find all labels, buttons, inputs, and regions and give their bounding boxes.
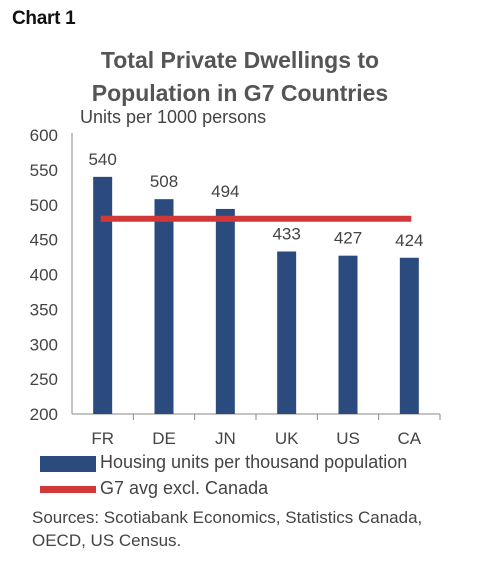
y-tick-label: 350 [30,300,58,319]
bar [277,251,297,414]
bar-data-label: 494 [211,182,239,201]
y-tick-label: 250 [30,370,58,389]
y-tick-label: 500 [30,196,58,215]
x-tick-label: UK [275,429,299,448]
bar [399,257,419,414]
bar-data-label: 508 [150,172,178,191]
bar-data-label: 540 [88,150,116,169]
sources-note: Sources: Scotiabank Economics, Statistic… [32,508,423,550]
chart-title-line-1: Total Private Dwellings to [100,47,380,73]
bar-data-label: 424 [395,231,423,250]
y-tick-label: 200 [30,405,58,424]
x-tick-label: FR [91,429,114,448]
y-tick-label: 550 [30,161,58,180]
x-tick-label: US [336,429,360,448]
legend-label-line: G7 avg excl. Canada [100,478,269,498]
bar-data-label: 427 [334,229,362,248]
legend-label-bars: Housing units per thousand population [100,452,408,472]
y-tick-label: 450 [30,231,58,250]
bar [338,255,358,414]
x-tick-label: CA [398,429,422,448]
legend-swatch-line [40,486,96,493]
bar-chart: 200 250 300 350 400 450 500 550 600 540 FR 508 DE 494… [30,126,441,448]
chart-title-line-2: Population in G7 Countries [91,80,389,106]
x-tick-label: DE [152,429,176,448]
y-tick-label: 300 [30,335,58,354]
y-tick-label: 600 [30,126,58,145]
bar [154,199,174,414]
bar-data-label: 433 [272,224,300,243]
chart-number-label: Chart 1 [12,8,76,29]
y-axis-label: Units per 1000 persons [80,107,267,127]
y-tick-label: 400 [30,266,58,285]
chart-title: Total Private Dwellings to Population in… [0,44,480,110]
legend-swatch-bars [40,456,96,472]
x-tick-label: JN [215,429,236,448]
bar [215,208,235,414]
bar [93,176,113,414]
